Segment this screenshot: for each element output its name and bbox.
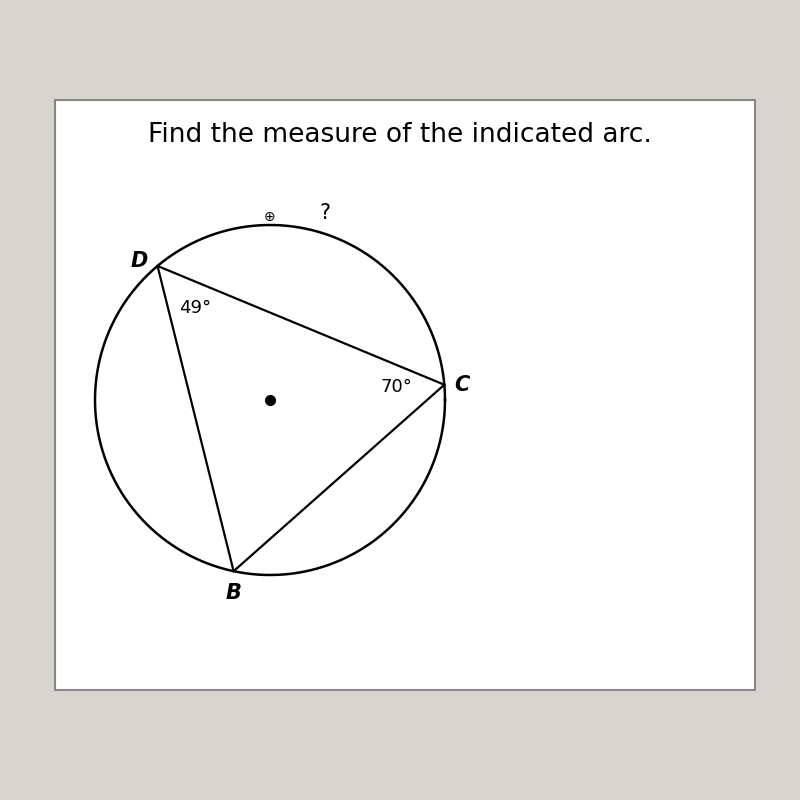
Text: ⊕: ⊕ <box>264 210 276 224</box>
FancyBboxPatch shape <box>55 100 755 690</box>
Text: 70°: 70° <box>380 378 412 396</box>
Text: 49°: 49° <box>179 299 211 317</box>
Text: C: C <box>454 374 470 394</box>
Text: ?: ? <box>319 203 330 223</box>
Text: D: D <box>131 251 148 271</box>
Text: B: B <box>226 583 242 603</box>
Text: Find the measure of the indicated arc.: Find the measure of the indicated arc. <box>148 122 652 148</box>
